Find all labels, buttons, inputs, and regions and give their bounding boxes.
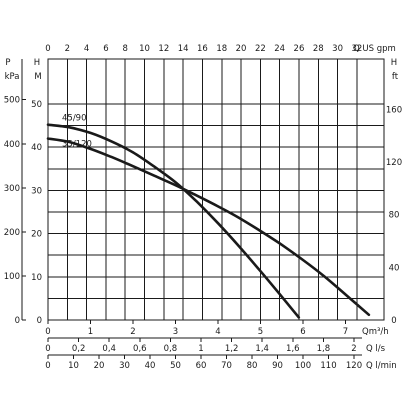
lps-axis-tick-label: 1 — [198, 344, 203, 354]
flow-axis-tick-label: 6 — [300, 327, 305, 337]
lps-axis-tick-label: 0,4 — [102, 344, 116, 354]
top-axis-tick-label: 26 — [294, 44, 305, 54]
curve-45-90 — [46, 123, 301, 319]
kpa-axis-tick-label: 500 — [4, 96, 20, 106]
flow-axis-tick-label: 3 — [173, 327, 178, 337]
top-axis-tick-label: 32 — [351, 44, 362, 54]
lpm-axis-tick-label: 10 — [68, 361, 79, 371]
kpa-axis-tick-label: 300 — [4, 184, 20, 194]
performance-curves — [46, 123, 371, 319]
metre-axis-tick-label: 40 — [31, 143, 42, 153]
lps-axis-tick-label: 0,6 — [133, 344, 147, 354]
top-axis-tick-label: 30 — [332, 44, 343, 54]
feet-axis-tick-label: 40 — [389, 263, 400, 273]
top-axis-tick-label: 0 — [45, 44, 50, 54]
feet-axis-tick-label: 80 — [389, 211, 400, 221]
lpm-axis-tick-label: 30 — [119, 361, 130, 371]
lps-axis-tick-label: 1,4 — [255, 344, 269, 354]
flow-axis-unit-label: Qm³/h — [362, 327, 389, 337]
grid — [21, 59, 384, 359]
lpm-axis-tick-label: 100 — [295, 361, 311, 371]
top-axis-tick-label: 24 — [274, 44, 285, 54]
curve-label: 45/90 — [62, 114, 87, 124]
lps-axis-tick-label: 1,2 — [225, 344, 239, 354]
top-axis-tick-label: 10 — [139, 44, 150, 54]
lpm-axis-tick-label: 120 — [346, 361, 362, 371]
top-axis-tick-label: 12 — [158, 44, 169, 54]
flow-axis-tick-label: 4 — [215, 327, 220, 337]
metre-axis-unit: M — [34, 72, 41, 82]
metre-axis-tick-label: 0 — [37, 316, 42, 326]
top-axis-tick-label: 2 — [65, 44, 70, 54]
lps-axis-tick-label: 0,2 — [72, 344, 86, 354]
kpa-axis-tick-label: 200 — [4, 228, 20, 238]
top-axis-tick-label: 18 — [216, 44, 227, 54]
lpm-axis-tick-label: 0 — [45, 361, 50, 371]
top-axis-tick-label: 28 — [313, 44, 324, 54]
lps-axis-unit-label: Q l/s — [366, 344, 386, 354]
top-axis-tick-label: 8 — [123, 44, 128, 54]
lpm-axis-tick-label: 70 — [221, 361, 232, 371]
lpm-axis-tick-label: 80 — [247, 361, 258, 371]
lpm-axis-tick-label: 60 — [196, 361, 207, 371]
top-axis-tick-label: 4 — [84, 44, 89, 54]
flow-axis-tick-label: 5 — [258, 327, 263, 337]
kpa-axis-tick-label: 100 — [4, 272, 20, 282]
feet-axis-tick-label: 120 — [386, 158, 402, 168]
lpm-axis-tick-label: 90 — [272, 361, 283, 371]
lps-axis-tick-label: 1,6 — [286, 344, 300, 354]
flow-axis-tick-label: 0 — [45, 327, 50, 337]
metre-axis-tick-label: 30 — [31, 186, 42, 196]
metre-axis-tick-label: 50 — [31, 100, 42, 110]
feet-axis-symbol: H — [391, 58, 397, 68]
flow-axis-tick-label: 2 — [130, 327, 135, 337]
metre-axis-tick-label: 20 — [31, 230, 42, 240]
feet-axis-unit: ft — [392, 72, 399, 82]
lpm-axis-tick-label: 40 — [145, 361, 156, 371]
lps-axis-tick-label: 1,8 — [317, 344, 331, 354]
feet-axis-tick-label: 160 — [386, 105, 402, 115]
lpm-axis-unit-label: Q l/min — [366, 361, 397, 371]
lps-axis-tick-label: 0 — [45, 344, 50, 354]
top-axis-tick-label: 14 — [178, 44, 189, 54]
kpa-axis-symbol: P — [5, 58, 10, 68]
top-axis-tick-label: 6 — [103, 44, 108, 54]
lps-axis-tick-label: 0,8 — [164, 344, 178, 354]
lps-axis-tick-label: 2 — [351, 344, 356, 354]
kpa-axis-unit: kPa — [5, 72, 20, 82]
lpm-axis-tick-label: 20 — [94, 361, 105, 371]
flow-axis-tick-label: 7 — [343, 327, 348, 337]
curve-35-120 — [46, 137, 371, 317]
top-axis-tick-label: 16 — [197, 44, 208, 54]
kpa-axis-tick-label: 400 — [4, 140, 20, 150]
metre-axis-symbol: H — [34, 58, 40, 68]
plot-frame — [47, 58, 385, 321]
feet-axis-tick-label: 0 — [391, 316, 396, 326]
kpa-axis-tick-label: 0 — [15, 316, 20, 326]
lpm-axis-tick-label: 110 — [320, 361, 336, 371]
flow-axis-tick-label: 1 — [88, 327, 93, 337]
top-axis-tick-label: 20 — [236, 44, 247, 54]
metre-axis-tick-label: 10 — [31, 273, 42, 283]
top-axis-unit-label: Q US gpm — [353, 44, 396, 54]
lpm-axis-tick-label: 50 — [170, 361, 181, 371]
curve-label: 35/120 — [62, 140, 92, 150]
top-axis-tick-label: 22 — [255, 44, 266, 54]
axis-labels: 0 2 4 6 8 10 12 14 16 18 20 22 24 26 28 30 32Q US gpm010… — [4, 44, 402, 371]
